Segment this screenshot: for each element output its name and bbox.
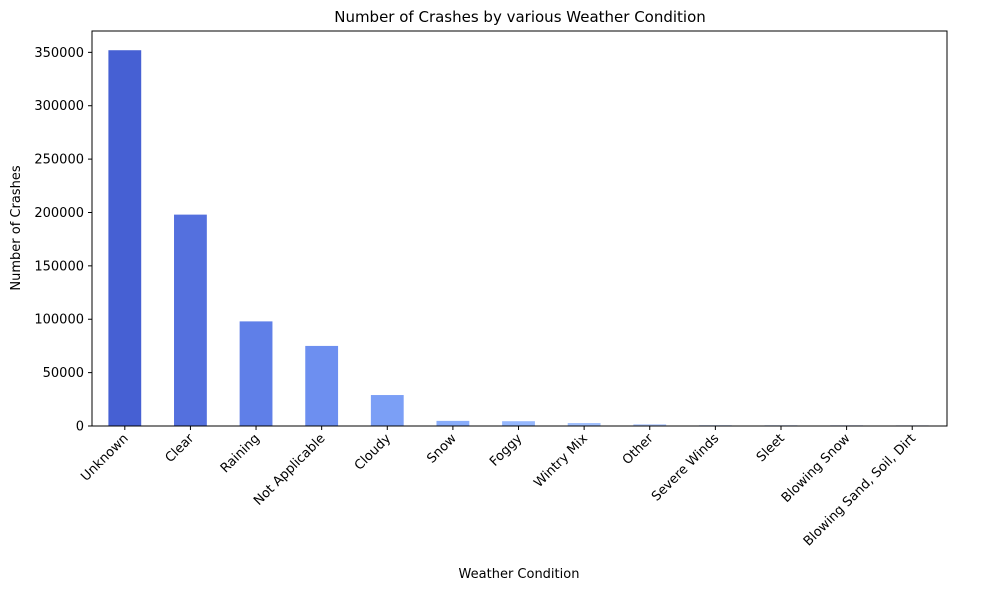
y-tick-label: 250000 bbox=[34, 153, 84, 168]
y-tick-label: 200000 bbox=[34, 206, 84, 221]
bars-group bbox=[108, 50, 929, 426]
bar-cloudy bbox=[370, 395, 404, 426]
bar-wintry-mix bbox=[567, 423, 601, 426]
x-tick-label: Blowing Snow bbox=[779, 431, 854, 506]
bar-unknown bbox=[108, 50, 142, 426]
y-tick-label: 50000 bbox=[43, 366, 84, 381]
x-tick-label: Snow bbox=[424, 431, 460, 467]
y-tick-label: 150000 bbox=[34, 259, 84, 274]
x-tick-label: Severe Winds bbox=[649, 431, 722, 504]
bar-other bbox=[633, 424, 667, 426]
bar-clear bbox=[174, 214, 207, 426]
y-tick-label: 0 bbox=[76, 420, 84, 435]
x-tick-label: Clear bbox=[163, 431, 198, 466]
y-tick-label: 100000 bbox=[34, 313, 84, 328]
bar-foggy bbox=[502, 421, 535, 426]
x-tick-label: Blowing Sand, Soil, Dirt bbox=[801, 431, 919, 549]
bar-snow bbox=[436, 420, 470, 426]
y-tick-label: 350000 bbox=[34, 46, 84, 61]
x-tick-label: Raining bbox=[218, 431, 263, 476]
y-axis-ticks: 0 50000 100000 150000 200000 250000 300000 3500… bbox=[34, 46, 92, 435]
x-tick-label: Sleet bbox=[754, 431, 788, 465]
plot-frame bbox=[91, 30, 948, 427]
x-tick-label: Other bbox=[620, 431, 657, 468]
y-tick-label: 300000 bbox=[34, 99, 84, 114]
bar-not-applicable bbox=[305, 345, 339, 426]
x-axis-label: Weather Condition bbox=[459, 567, 580, 582]
y-axis-label: Number of Crashes bbox=[9, 165, 24, 290]
x-tick-label: Foggy bbox=[487, 431, 526, 470]
x-tick-label: Wintry Mix bbox=[531, 431, 591, 491]
x-tick-label: Not Applicable bbox=[251, 431, 328, 508]
x-tick-label: Unknown bbox=[78, 431, 131, 484]
x-tick-label: Cloudy bbox=[352, 431, 395, 474]
bar-raining bbox=[239, 321, 273, 426]
chart-title: Number of Crashes by various Weather Con… bbox=[334, 8, 706, 26]
